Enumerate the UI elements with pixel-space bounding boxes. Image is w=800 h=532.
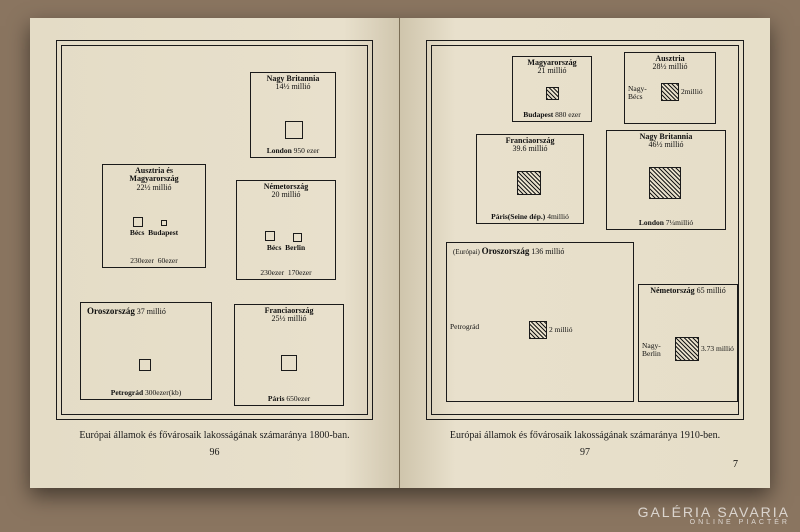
city-names-auhu1800: Bécs Budapest <box>103 229 205 237</box>
city-values-de1800: 230ezer 170ezer <box>237 269 335 277</box>
country-box-auhu1800: Ausztria ésMagyarország22½ millió Bécs Bu… <box>102 164 206 268</box>
city-square-auhu1800-0 <box>133 217 143 227</box>
right-diagram-canvas: Magyarország21 millió Budapest 880 ezer Au… <box>431 45 739 415</box>
right-outer-frame: Magyarország21 millió Budapest 880 ezer Au… <box>426 40 744 420</box>
country-box-hu1910: Magyarország21 millió Budapest 880 ezer <box>512 56 592 122</box>
open-book: Nagy Britannia14½ millió London 950 ezer A… <box>30 18 770 488</box>
city-square-de1800-0 <box>265 231 275 241</box>
country-box-gb1800: Nagy Britannia14½ millió London 950 ezer <box>250 72 336 158</box>
country-label-gb1910: Nagy Britannia46½ millió <box>607 133 725 150</box>
left-diagram-canvas: Nagy Britannia14½ millió London 950 ezer A… <box>61 45 368 415</box>
city-name-de1910: Nagy-Berlin <box>639 342 675 358</box>
left-page: Nagy Britannia14½ millió London 950 ezer A… <box>30 18 400 488</box>
city-value-at1910: 2millió <box>681 88 715 96</box>
city-label-ru1800: Petrográd 300ezer(kb) <box>81 389 211 397</box>
city-square-de1910 <box>675 337 699 361</box>
country-label-de1800: Németország20 millió <box>237 183 335 200</box>
country-box-ru1800: Oroszország 37 millió Petrográd 300ezer(k… <box>80 302 212 400</box>
city-names-de1800: Bécs Berlin <box>237 244 335 252</box>
watermark: GALÉRIA SAVARIA ONLINE PIACTÉR <box>638 505 790 526</box>
country-box-gb1910: Nagy Britannia46½ millió London 7¼millió <box>606 130 726 230</box>
country-label-de1910: Németország 65 millió <box>639 287 737 295</box>
city-square-gb1910 <box>649 167 681 199</box>
country-label-fr1910: Franciaország39.6 millió <box>477 137 583 154</box>
city-square-ru1910 <box>529 321 547 339</box>
city-square-ru1800 <box>139 359 151 371</box>
country-label-ru1910: (Európai) Oroszország 136 millió <box>447 247 633 256</box>
city-label-gb1800: London 950 ezer <box>251 147 335 155</box>
country-box-fr1800: Franciaország25½ millió Páris 650ezer <box>234 304 344 406</box>
watermark-line1: GALÉRIA SAVARIA <box>638 505 790 519</box>
country-label-gb1800: Nagy Britannia14½ millió <box>251 75 335 92</box>
city-square-hu1910 <box>546 87 559 100</box>
country-label-fr1800: Franciaország25½ millió <box>235 307 343 324</box>
country-box-de1800: Németország20 millió Bécs Berlin 230ezer 1… <box>236 180 336 280</box>
city-square-fr1800 <box>281 355 297 371</box>
city-label-fr1910: Páris(Seine dép.) 4millió <box>477 213 583 221</box>
left-outer-frame: Nagy Britannia14½ millió London 950 ezer A… <box>56 40 373 420</box>
city-label-gb1910: London 7¼millió <box>607 219 725 227</box>
country-label-at1910: Ausztria28½ millió <box>625 55 715 72</box>
watermark-line2: ONLINE PIACTÉR <box>638 519 790 526</box>
right-page-number: 97 <box>426 447 744 458</box>
city-square-gb1800 <box>285 121 303 139</box>
city-value-de1910: 3.73 millió <box>701 345 737 353</box>
city-label-hu1910: Budapest 880 ezer <box>513 111 591 119</box>
country-box-ru1910: (Európai) Oroszország 136 millió Petrográ… <box>446 242 634 402</box>
city-square-at1910 <box>661 83 679 101</box>
left-page-number: 96 <box>56 447 373 458</box>
left-caption: Európai államok és fővárosaik lakosságán… <box>56 430 373 441</box>
city-values-auhu1800: 230ezer 60ezer <box>103 257 205 265</box>
country-box-at1910: Ausztria28½ millió Nagy-Bécs 2millió <box>624 52 716 124</box>
city-label-fr1800: Páris 650ezer <box>235 395 343 403</box>
right-page: Magyarország21 millió Budapest 880 ezer Au… <box>400 18 770 488</box>
country-box-de1910: Németország 65 millió Nagy-Berlin 3.73 mil… <box>638 284 738 402</box>
city-square-fr1910 <box>517 171 541 195</box>
city-name-ru1910: Petrográd <box>447 323 529 331</box>
country-label-auhu1800: Ausztria ésMagyarország22½ millió <box>103 167 205 192</box>
city-square-auhu1800-1 <box>161 220 167 226</box>
city-name-at1910: Nagy-Bécs <box>625 85 661 101</box>
country-label-ru1800: Oroszország 37 millió <box>81 307 211 316</box>
city-square-de1800-1 <box>293 233 302 242</box>
city-value-ru1910: 2 millió <box>549 326 633 334</box>
right-caption: Európai államok és fővárosaik lakosságán… <box>426 430 744 441</box>
right-signature-number: 7 <box>733 459 738 470</box>
country-box-fr1910: Franciaország39.6 millió Páris(Seine dép.… <box>476 134 584 224</box>
country-label-hu1910: Magyarország21 millió <box>513 59 591 76</box>
